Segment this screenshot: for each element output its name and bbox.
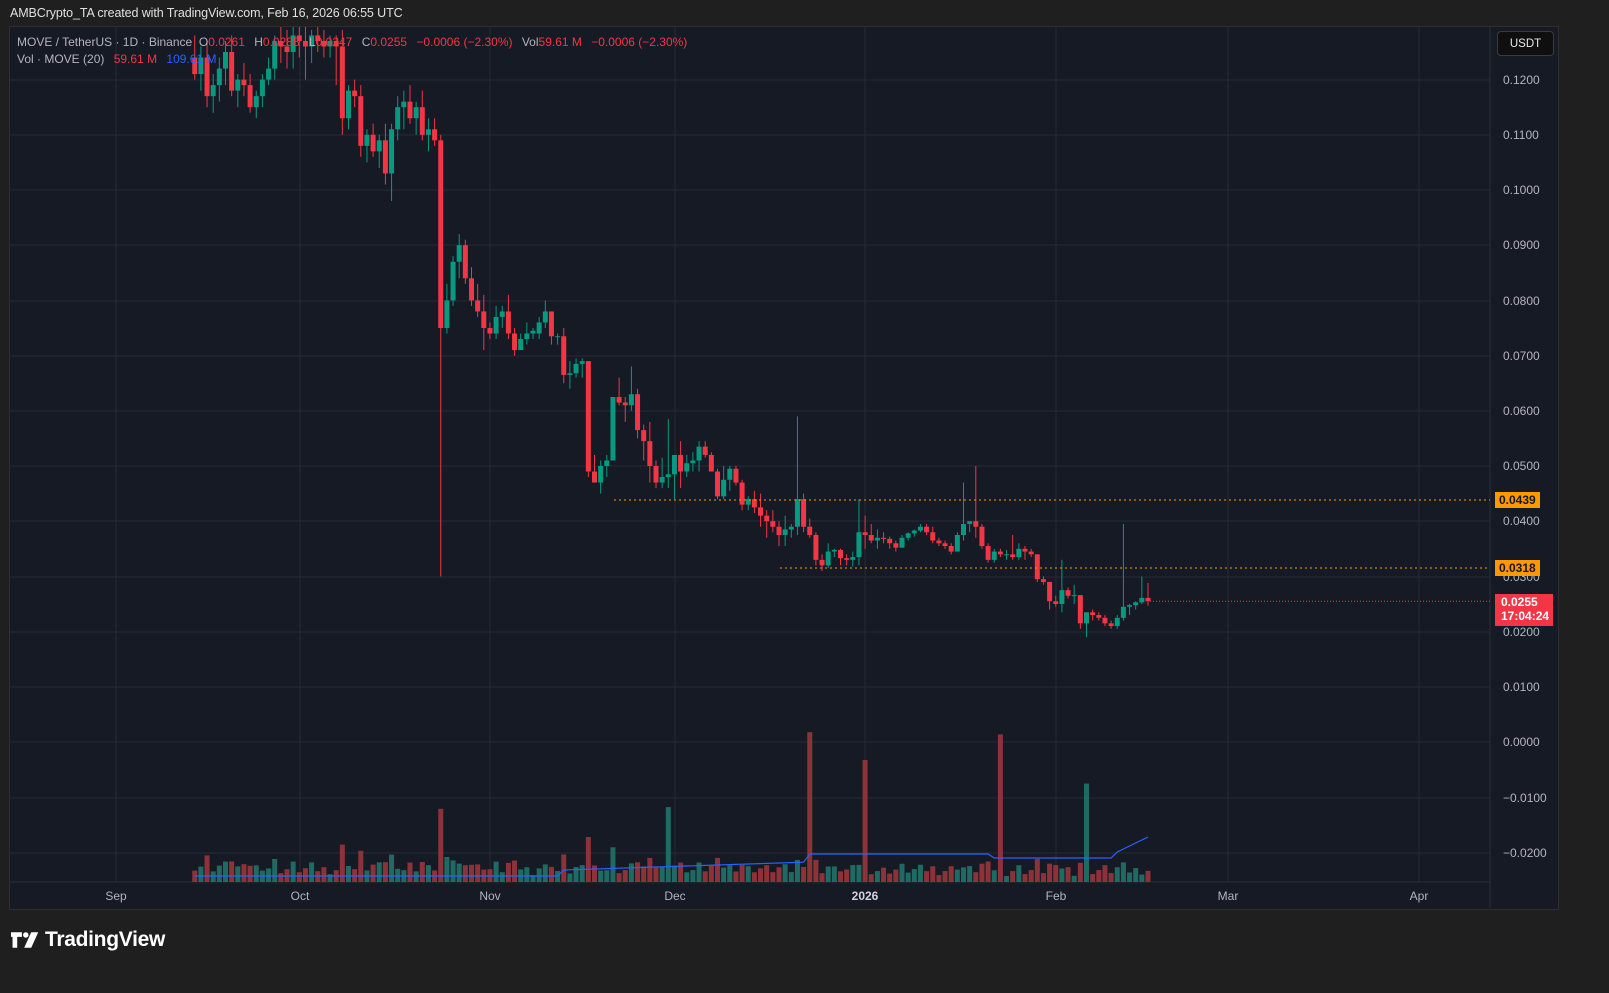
price-tick: 0.1200 — [1503, 73, 1540, 87]
open-value: 0.0261 — [208, 35, 245, 49]
tradingview-logo[interactable]: TradingView — [11, 928, 165, 952]
symbol-info[interactable]: MOVE / TetherUS · 1D · Binance — [17, 35, 193, 49]
level-price-tag: 0.0439 — [1495, 492, 1540, 508]
tradingview-logo-icon — [11, 932, 39, 948]
price-tick: 0.0400 — [1503, 514, 1540, 528]
price-tick: 0.0900 — [1503, 238, 1540, 252]
price-tick: 0.0600 — [1503, 404, 1540, 418]
volume-legend-row: Vol · MOVE (20) 59.61 M 109.61 M — [17, 51, 687, 68]
last-price: 0.0255 — [1501, 595, 1538, 609]
time-tick: Apr — [1409, 889, 1429, 903]
time-tick: 2026 — [851, 889, 879, 903]
currency-button[interactable]: USDT — [1497, 31, 1554, 56]
volume-change-value: −0.0006 (−2.30%) — [591, 35, 688, 49]
time-tick: Oct — [290, 889, 310, 903]
time-tick: Feb — [1045, 889, 1067, 903]
volume-indicator-value: 59.61 M — [113, 52, 158, 66]
time-tick: Mar — [1217, 889, 1239, 903]
price-tick: 0.0000 — [1503, 735, 1540, 749]
high-value: 0.0288 — [262, 35, 300, 49]
price-tick: −0.0100 — [1503, 791, 1547, 805]
price-tick: 0.0800 — [1503, 294, 1540, 308]
tradingview-logo-text: TradingView — [45, 928, 166, 951]
last-price-tag: 0.0255 17:04:24 — [1495, 594, 1553, 626]
volume-indicator-name[interactable]: Vol · MOVE (20) — [17, 52, 105, 66]
price-tick: 0.1100 — [1503, 128, 1539, 142]
chart-legend: MOVE / TetherUS · 1D · Binance O0.0261 H… — [17, 34, 687, 68]
ohlc-legend-row: MOVE / TetherUS · 1D · Binance O0.0261 H… — [17, 35, 688, 49]
volume-value: 59.61 M — [538, 35, 582, 49]
price-tick: 0.0200 — [1503, 625, 1540, 639]
chart-frame[interactable] — [9, 26, 1559, 910]
level-price-tag: 0.0318 — [1495, 560, 1540, 576]
close-value: 0.0255 — [370, 35, 408, 49]
price-tick: 0.0700 — [1503, 349, 1540, 363]
bar-countdown: 17:04:24 — [1501, 609, 1550, 623]
price-tick: 0.0500 — [1503, 459, 1540, 473]
time-tick: Sep — [105, 889, 127, 903]
low-value: 0.0247 — [315, 35, 353, 49]
price-tick: −0.0200 — [1503, 846, 1547, 860]
chart-attribution: AMBCrypto_TA created with TradingView.co… — [10, 6, 403, 20]
change-value: −0.0006 (−2.30%) — [416, 35, 513, 49]
time-tick: Nov — [479, 889, 501, 903]
time-tick: Dec — [664, 889, 686, 903]
price-tick: 0.1000 — [1503, 183, 1540, 197]
volume-ma-value: 109.61 M — [166, 52, 217, 66]
price-tick: 0.0100 — [1503, 680, 1540, 694]
